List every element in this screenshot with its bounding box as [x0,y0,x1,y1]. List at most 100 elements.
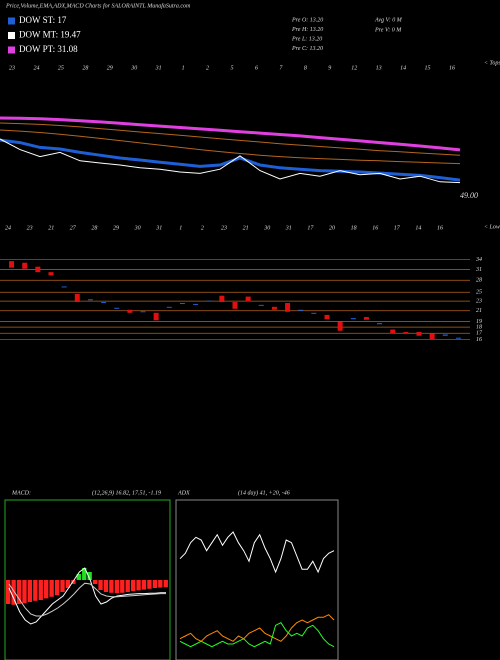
date-label: 30 [130,65,137,71]
date-label: 20 [329,225,335,231]
candle-body [442,334,448,336]
histogram-bar [103,580,109,592]
histogram-bar [16,580,22,604]
date-label: 21 [48,225,54,231]
date-label: 5 [231,65,234,71]
date-label: 28 [82,65,88,71]
date-label: 7 [279,65,283,71]
candle-body [48,272,54,276]
candle-body [114,307,120,309]
date-label: 14 [415,224,421,231]
histogram-bar [49,580,54,597]
candle-body [87,299,93,301]
histogram-bar [38,580,43,600]
candle-body [35,266,41,273]
annotation: < Lows [484,224,500,230]
candle-body [219,295,225,303]
date-label: 23 [9,65,15,71]
volume-stat: Pre V: 0 M [374,27,402,33]
candle-body [22,262,28,269]
histogram-bar [44,580,49,599]
date-label: 15 [425,65,431,71]
y-tick-label: 19 [476,319,482,325]
series-line [8,567,166,625]
histogram-bar [60,580,65,592]
price-stat: Pre L: 13.20 [291,36,322,42]
date-label: 17 [307,225,314,231]
histogram-bar [92,580,98,584]
y-tick-label: 18 [476,325,482,331]
date-label: 14 [400,64,406,71]
date-label: 23 [221,225,227,231]
histogram-bar [22,580,27,604]
candle-body [74,293,80,303]
candle-body [232,302,238,309]
date-label: 27 [70,225,77,231]
date-label: 1 [182,65,185,71]
date-label: 16 [437,225,443,231]
y-tick-label: 17 [476,331,483,337]
histogram-bar [152,580,158,588]
candle-body [140,311,146,313]
date-label: 6 [255,65,258,71]
legend-swatch [8,46,15,54]
date-label: 16 [449,65,455,71]
price-stat: Pre O: 13.20 [291,17,323,23]
histogram-bar [114,580,120,594]
date-label: 25 [58,65,64,71]
series-line [179,622,335,648]
histogram-bar [163,580,168,588]
histogram-bar [11,580,16,605]
candle-body [9,261,15,268]
date-label: 30 [134,225,141,231]
date-label: 18 [351,225,357,231]
price-stat: Pre H: 13.20 [291,27,323,33]
candle-body [403,331,409,334]
legend-label: DOW ST: 17 [19,15,67,25]
date-label: 31 [155,65,162,71]
date-label: 30 [263,225,270,231]
candle-body [429,333,435,340]
date-label: 21 [243,225,249,231]
candle-body [127,309,133,313]
histogram-bar [120,580,125,593]
date-label: 29 [107,65,113,71]
histogram-bar [54,580,60,596]
candle-body [206,300,212,302]
series-line [179,614,335,642]
candle-body [350,318,356,320]
series-line [179,531,335,574]
series-line [0,122,461,156]
panel-params: (14 day) 41, +20, -46 [238,489,290,496]
histogram-bar [6,580,11,604]
date-label: 23 [27,225,33,231]
candle-body [179,302,185,304]
candle-body [61,286,67,288]
candle-body [455,337,461,339]
candle-body [390,329,396,334]
y-tick-label: 16 [476,337,482,343]
panel-label: MACD: [11,490,31,496]
histogram-bar [98,580,103,590]
macd-frame [4,499,171,660]
date-label: 31 [285,225,292,231]
candle-body [298,309,304,311]
legend-label: DOW MT: 19.47 [19,30,81,40]
panel-label: ADX [177,490,190,496]
series-line [0,116,461,152]
candle-body [337,321,343,331]
histogram-bar [27,580,33,602]
histogram-bar [65,580,71,588]
date-label: 17 [394,225,401,231]
candle-body [271,306,277,310]
date-label: 28 [91,225,97,231]
annotation: 49.00 [460,191,478,200]
histogram-bar [33,580,38,601]
date-label: 2 [201,225,204,231]
histogram-bar [71,580,76,584]
histogram-bar [158,580,163,588]
panel-params: (12,26,9) 16.82, 17.51, -1.19 [92,489,161,496]
date-label: 1 [179,225,182,231]
y-tick-label: 23 [476,298,482,304]
